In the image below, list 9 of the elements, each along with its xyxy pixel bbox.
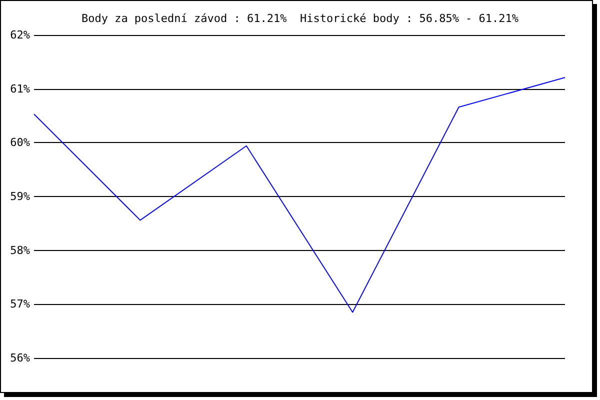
y-tick-label: 56% bbox=[10, 352, 30, 364]
y-tick-label: 61% bbox=[10, 82, 30, 96]
y-tick-label: 60% bbox=[10, 136, 30, 150]
y-tick-label: 57% bbox=[10, 298, 30, 311]
y-tick-label: 59% bbox=[10, 190, 30, 203]
y-tick-label: 58% bbox=[10, 244, 30, 257]
chart-title: Body za poslední závod : 61.21% Historické body : 56.85% - 61.21% bbox=[81, 12, 519, 25]
y-tick-label: 62% bbox=[10, 28, 30, 42]
line-series bbox=[34, 77, 566, 313]
